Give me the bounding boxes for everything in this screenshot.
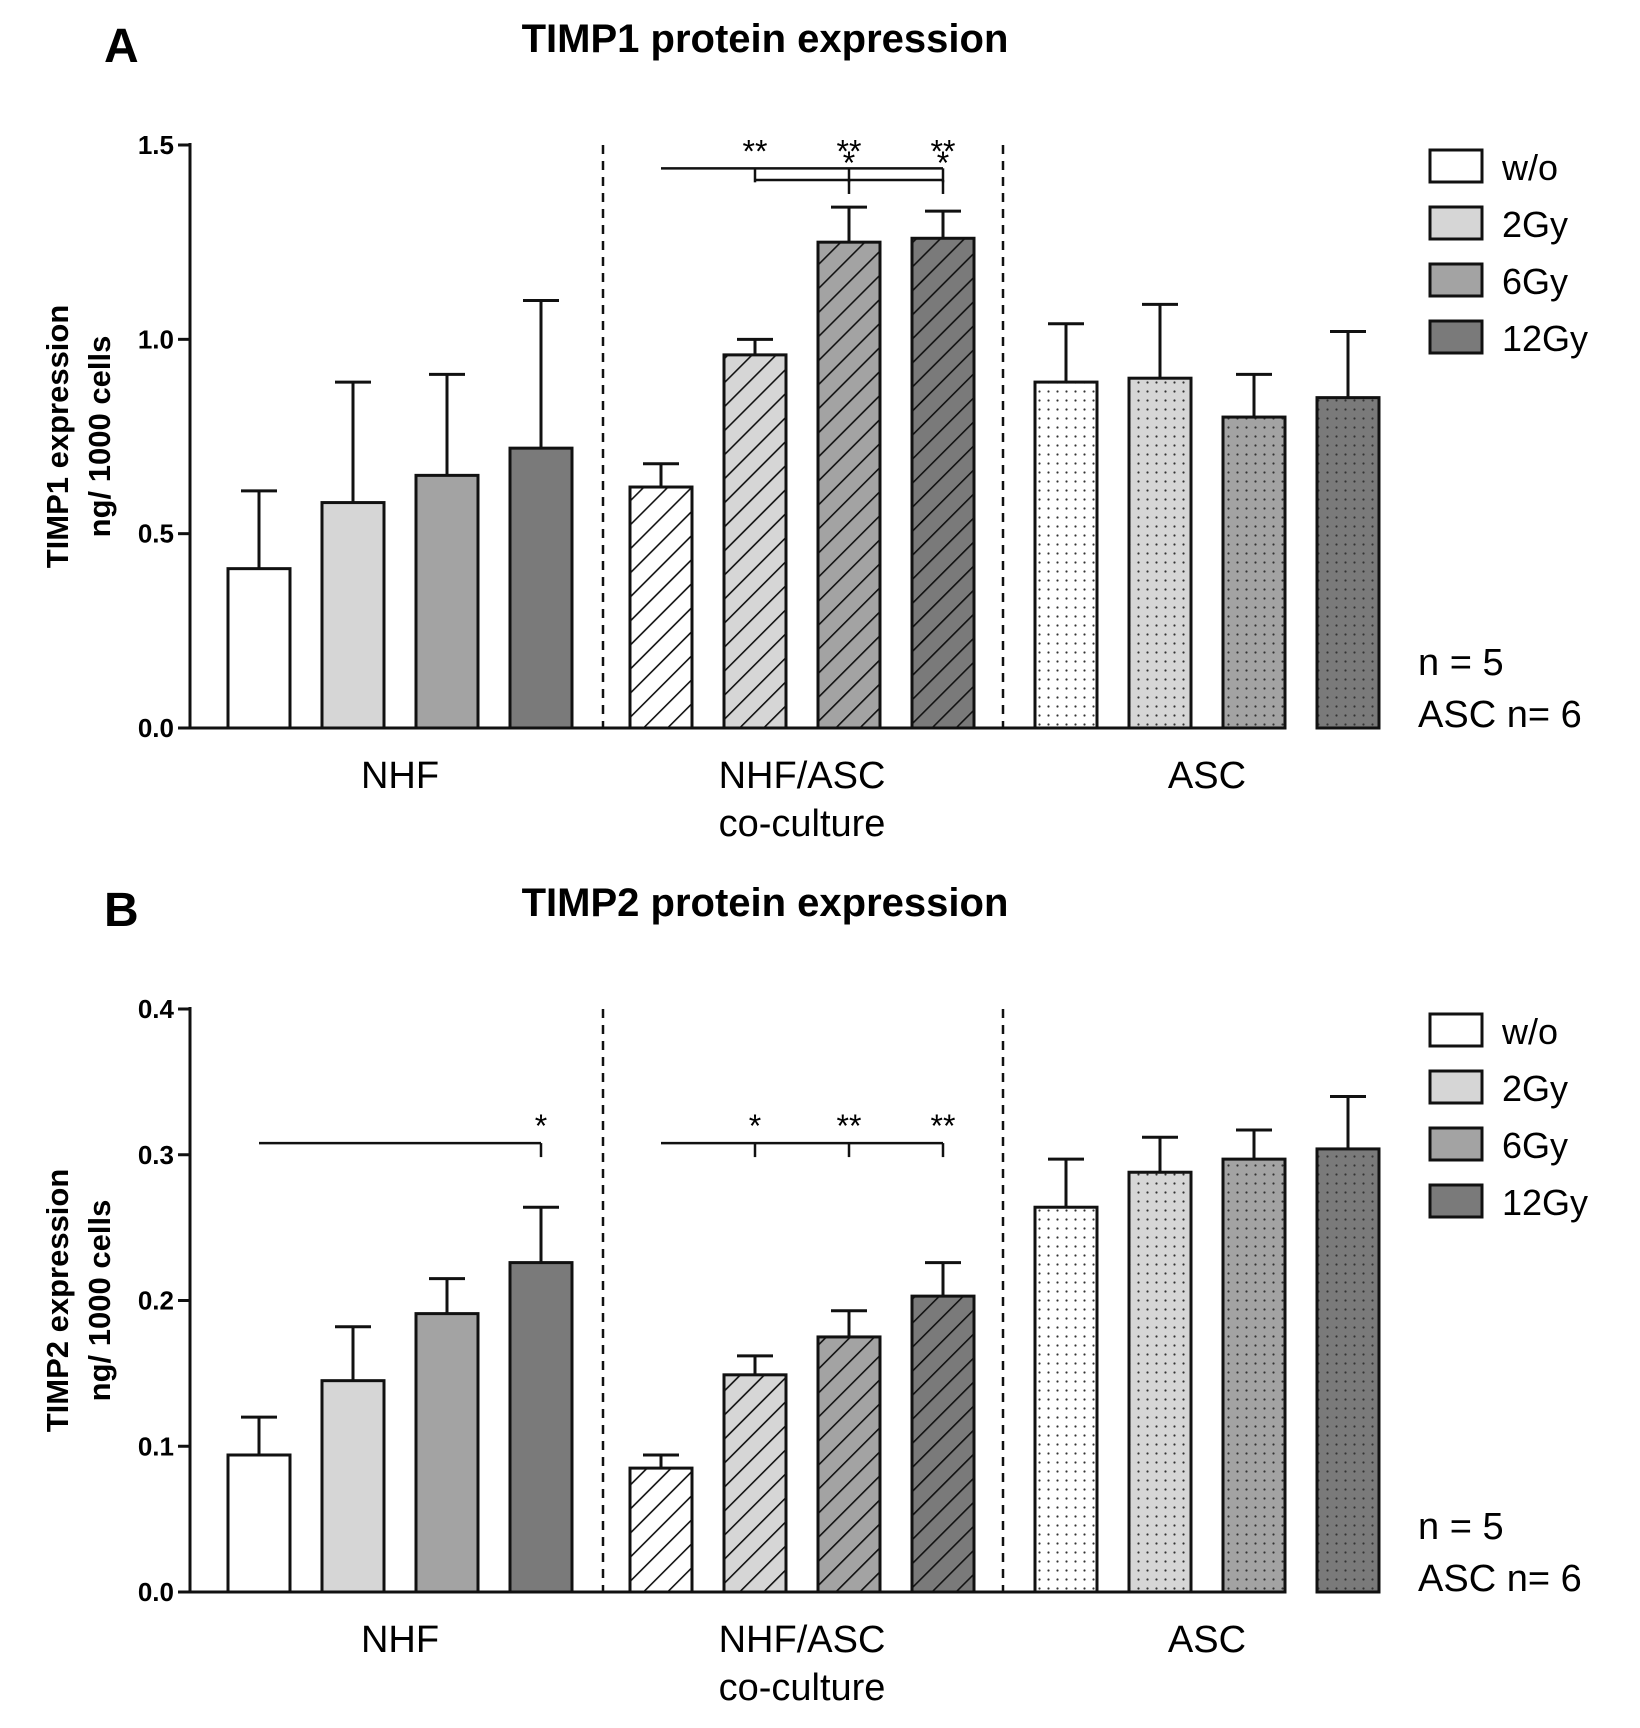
- bar-2Gy: [1127, 1170, 1193, 1594]
- legend-entry: 6Gy: [1502, 261, 1568, 302]
- asc-sample-size-note: ASC n= 6: [1418, 694, 1582, 736]
- bar-2Gy: [722, 1373, 788, 1594]
- y-axis-label-line1: TIMP2 expression: [40, 1169, 75, 1433]
- significance-star: *: [937, 145, 949, 181]
- y-axis-label: TIMP2 expression ng/ 1000 cells: [40, 1169, 117, 1433]
- legend-swatch: [1428, 148, 1484, 184]
- significance-star: *: [843, 145, 855, 181]
- significance-star: *: [535, 1108, 547, 1144]
- bar-12Gy: [508, 1261, 574, 1594]
- legend-entry: 6Gy: [1502, 1125, 1568, 1166]
- sample-size-note: n = 5: [1418, 1506, 1504, 1548]
- group-label: NHF/ASC: [719, 755, 886, 797]
- significance-star: *: [749, 1108, 761, 1144]
- y-tick-label: 0.3: [138, 1140, 174, 1170]
- y-tick-label: 0.4: [138, 994, 175, 1024]
- group-label: ASC: [1168, 1619, 1246, 1661]
- group-sublabel: co-culture: [719, 803, 886, 845]
- asc-sample-size-note: ASC n= 6: [1418, 1558, 1582, 1600]
- y-tick-label: 1.0: [138, 324, 174, 354]
- bar-12Gy: [910, 1294, 976, 1594]
- group-label: NHF/ASC: [719, 1619, 886, 1661]
- group-sublabel: co-culture: [719, 1667, 886, 1709]
- legend-entry: 2Gy: [1502, 204, 1568, 245]
- bar-12Gy: [910, 236, 976, 730]
- y-tick-label: 0.0: [138, 713, 174, 743]
- y-axis-label-line1: TIMP1 expression: [40, 305, 75, 569]
- y-tick-label: 0.1: [138, 1431, 174, 1461]
- bar-6Gy: [414, 1312, 480, 1594]
- panel-letter: B: [104, 884, 139, 937]
- legend-swatch: [1428, 1069, 1484, 1105]
- bar-12Gy: [1315, 1147, 1381, 1594]
- timp2-chart-svg: B TIMP2 protein expression TIMP2 expressio…: [40, 881, 1588, 1709]
- panel-b-timp2-chart: B TIMP2 protein expression TIMP2 expressio…: [0, 864, 1640, 1728]
- bar-2Gy: [320, 501, 386, 730]
- bar-6Gy: [1221, 1157, 1287, 1594]
- bar-6Gy: [414, 473, 480, 730]
- timp1-chart-svg: A TIMP1 protein expression TIMP1 expressio…: [40, 17, 1588, 845]
- bar-w/o: [628, 1466, 694, 1594]
- legend-entry: 2Gy: [1502, 1068, 1568, 1109]
- panel-a-timp1-chart: A TIMP1 protein expression TIMP1 expressio…: [40, 17, 1588, 845]
- bar-6Gy: [816, 1335, 882, 1594]
- y-tick-label: 0.2: [138, 1286, 174, 1316]
- y-axis-label-line2: ng/ 1000 cells: [82, 1200, 117, 1402]
- legend-swatch: [1428, 1183, 1484, 1219]
- significance-star: **: [837, 1108, 862, 1144]
- bar-12Gy: [508, 446, 574, 730]
- bar-w/o: [226, 567, 292, 730]
- legend-entry: w/o: [1501, 147, 1558, 188]
- y-tick-label: 1.5: [138, 130, 174, 160]
- significance-star: **: [931, 1108, 956, 1144]
- bar-w/o: [226, 1453, 292, 1594]
- bar-w/o: [1033, 380, 1099, 730]
- chart-title: TIMP1 protein expression: [522, 17, 1009, 61]
- bar-w/o: [628, 485, 694, 730]
- significance-star: **: [931, 133, 956, 169]
- panel-letter: A: [104, 20, 139, 73]
- y-tick-label: 0.5: [138, 519, 174, 549]
- legend-entry: w/o: [1501, 1011, 1558, 1052]
- legend-swatch: [1428, 262, 1484, 298]
- group-label: ASC: [1168, 755, 1246, 797]
- legend-entry: 12Gy: [1502, 1182, 1588, 1223]
- sample-size-note: n = 5: [1418, 642, 1504, 684]
- bar-w/o: [1033, 1205, 1099, 1594]
- legend-swatch: [1428, 205, 1484, 241]
- y-axis-label: TIMP1 expression ng/ 1000 cells: [40, 305, 117, 569]
- legend-swatch: [1428, 319, 1484, 355]
- y-axis-label-line2: ng/ 1000 cells: [82, 336, 117, 538]
- bar-2Gy: [1127, 376, 1193, 730]
- bar-2Gy: [320, 1379, 386, 1594]
- significance-star: **: [743, 133, 768, 169]
- significance-star: **: [837, 133, 862, 169]
- chart-title: TIMP2 protein expression: [522, 881, 1009, 925]
- bar-2Gy: [722, 353, 788, 730]
- bar-12Gy: [1315, 396, 1381, 730]
- legend-swatch: [1428, 1126, 1484, 1162]
- legend-entry: 12Gy: [1502, 318, 1588, 359]
- bar-6Gy: [816, 240, 882, 730]
- group-label: NHF: [361, 1619, 439, 1661]
- y-tick-label: 0.0: [138, 1577, 174, 1607]
- bar-6Gy: [1221, 415, 1287, 730]
- group-label: NHF: [361, 755, 439, 797]
- legend-swatch: [1428, 1012, 1484, 1048]
